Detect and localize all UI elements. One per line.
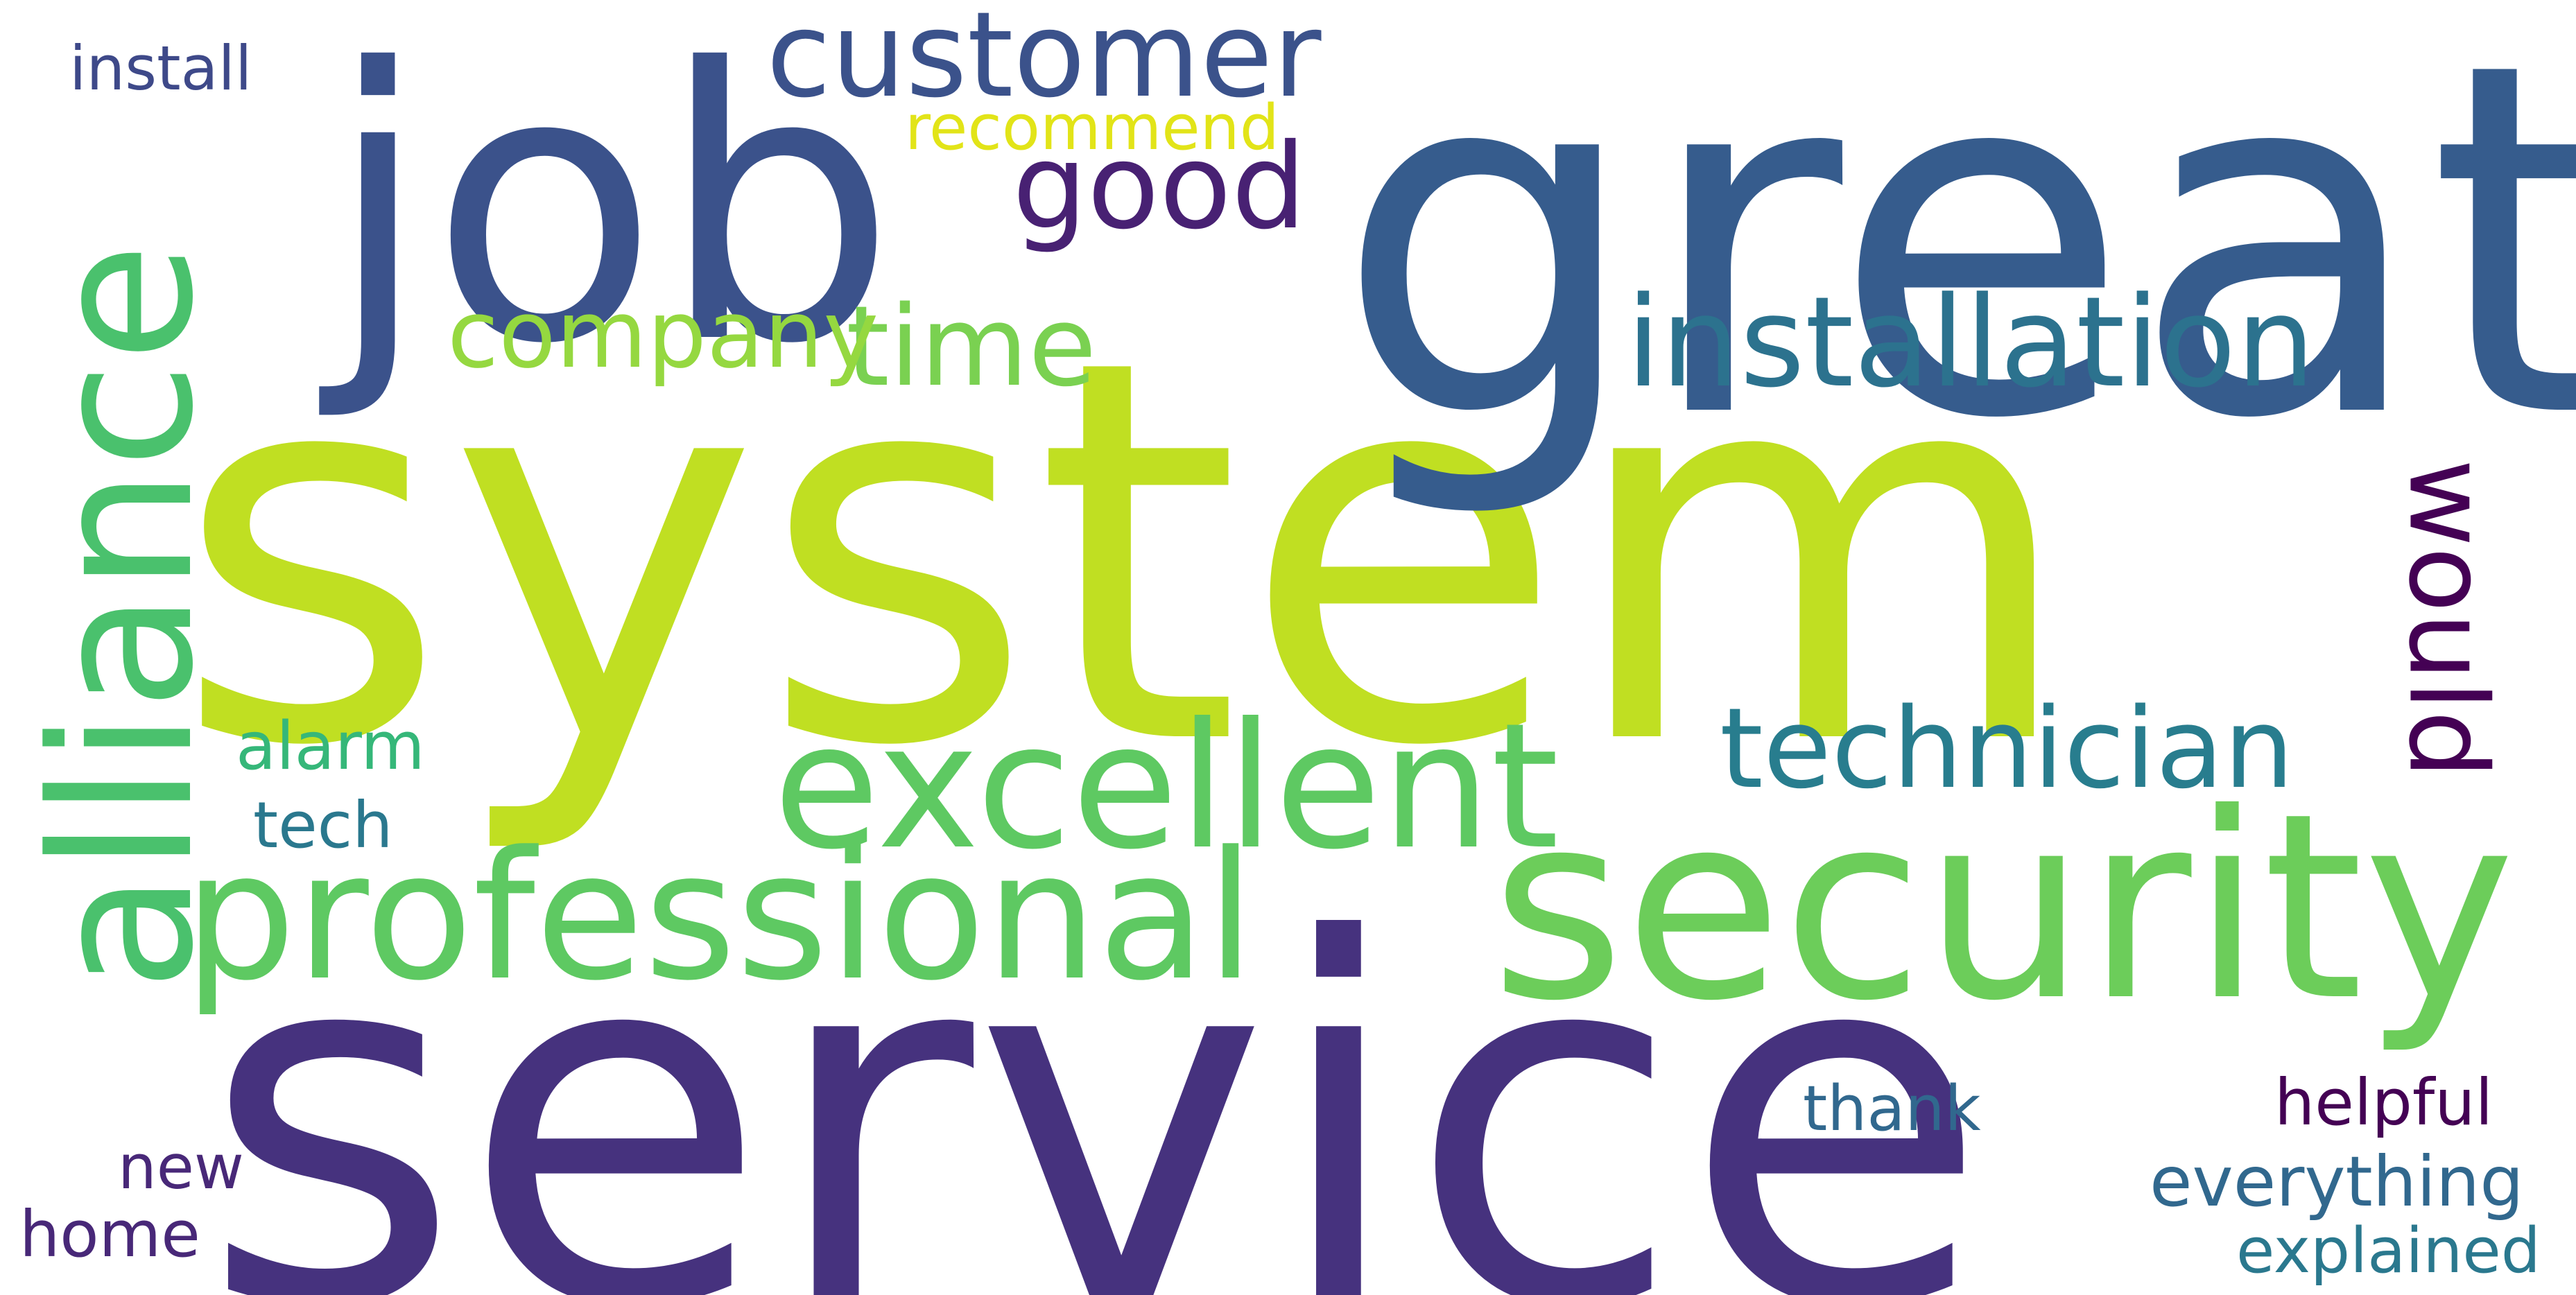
word-service: service bbox=[201, 836, 1990, 1295]
word-home: home bbox=[19, 1197, 200, 1271]
word-excellent: excellent bbox=[773, 686, 1559, 887]
word-professional: professional bbox=[184, 814, 1256, 1020]
word-new: new bbox=[118, 1131, 244, 1203]
word-thank: thank bbox=[1803, 1072, 1981, 1145]
word-tech: tech bbox=[253, 788, 393, 862]
word-company: company bbox=[447, 280, 879, 389]
word-would: would bbox=[2385, 458, 2511, 779]
word-job: job bbox=[326, 0, 897, 426]
word-time: time bbox=[846, 281, 1097, 411]
word-system: system bbox=[173, 248, 2079, 861]
word-helpful: helpful bbox=[2274, 1066, 2493, 1140]
word-good: good bbox=[1012, 119, 1306, 256]
word-recommend: recommend bbox=[905, 92, 1279, 164]
word-customer: customer bbox=[766, 0, 1322, 124]
word-installation: installation bbox=[1626, 270, 2315, 415]
word-great: great bbox=[1335, 0, 2576, 525]
word-alarm: alarm bbox=[236, 709, 425, 785]
word-explained: explained bbox=[2236, 1215, 2541, 1287]
word-security: security bbox=[1491, 759, 2516, 1057]
word-everything: everything bbox=[2150, 1141, 2524, 1222]
word-install: install bbox=[69, 33, 252, 104]
word-technician: technician bbox=[1720, 684, 2294, 813]
